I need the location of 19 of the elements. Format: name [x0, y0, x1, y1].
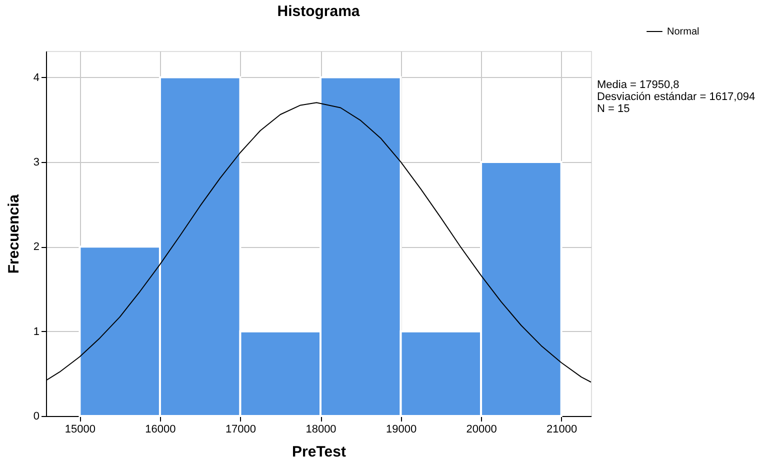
- x-tick-label: 21000: [546, 424, 578, 436]
- x-tick-label: 18000: [306, 424, 336, 436]
- text: N = 15: [597, 103, 630, 115]
- y-tick-label: 1: [33, 326, 40, 338]
- x-tick-label: 17000: [225, 424, 256, 436]
- y-axis-title: Frecuencia: [5, 194, 22, 274]
- x-tick-label: 19000: [386, 424, 417, 436]
- y-tick-label: 2: [33, 241, 40, 254]
- text: Media = 17950,8: [597, 79, 680, 91]
- x-tick-label: 20000: [466, 424, 497, 436]
- y-tick-label: 0: [33, 410, 40, 422]
- x-tick-label: 16000: [145, 424, 176, 436]
- text: Desviación estándar = 1617,094: [597, 91, 756, 103]
- y-tick-label: 4: [33, 72, 40, 84]
- x-tick-label: 15000: [64, 424, 96, 436]
- y-tick-label: 3: [33, 156, 40, 168]
- legend-label: Normal: [667, 26, 700, 38]
- x-axis-title: PreTest: [292, 444, 346, 457]
- chart-title: Histograma: [277, 3, 360, 20]
